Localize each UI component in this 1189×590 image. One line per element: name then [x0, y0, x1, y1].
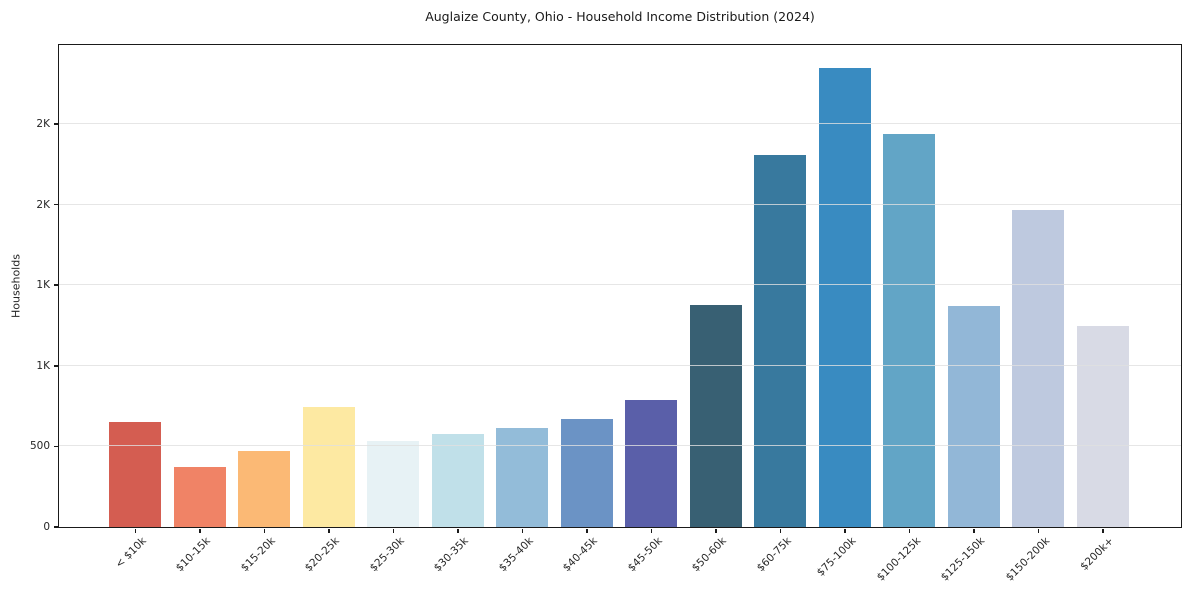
bar-slot — [748, 45, 813, 527]
x-tick-label: $15-20k — [238, 535, 278, 575]
x-tick-label: $100-125k — [874, 535, 923, 584]
bar — [818, 68, 871, 527]
x-tick-mark — [844, 529, 846, 533]
bar-slot — [877, 45, 942, 527]
bar-slot — [361, 45, 426, 527]
x-tick-label: $10-15k — [174, 535, 214, 575]
x-tick-label: $35-40k — [496, 535, 536, 575]
gridline — [59, 123, 1181, 124]
bar — [625, 400, 678, 527]
x-tick-label: $150-200k — [1003, 535, 1052, 584]
bar-slot — [1006, 45, 1071, 527]
bar — [496, 427, 549, 527]
bar — [238, 451, 291, 527]
y-tick-label: 1K — [36, 279, 50, 292]
x-tick-mark — [457, 529, 459, 533]
bar — [560, 419, 613, 527]
x-tick-label: $20-25k — [303, 535, 343, 575]
x-tick-label: $125-150k — [938, 535, 988, 584]
x-tick-mark — [779, 529, 781, 533]
plot-area — [58, 44, 1182, 528]
x-tick-label: $45-50k — [625, 535, 665, 575]
x-tick-mark — [328, 529, 330, 533]
y-tick-label: 0 — [43, 521, 50, 533]
gridline — [59, 203, 1181, 205]
bar-slot — [813, 45, 878, 527]
bar — [689, 304, 742, 527]
x-tick-label: $60-75k — [754, 535, 794, 575]
y-tick-mark — [53, 203, 58, 206]
bar — [431, 433, 484, 527]
bar — [947, 306, 1000, 527]
bar-slot — [426, 45, 491, 527]
bar-slot — [490, 45, 555, 527]
bar — [367, 440, 420, 527]
bars — [59, 45, 1181, 527]
y-tick-mark — [53, 284, 58, 286]
chart-title: Auglaize County, Ohio - Household Income… — [425, 9, 815, 24]
x-tick-mark — [715, 529, 717, 533]
bar-slot — [619, 45, 684, 527]
x-tick-label: $25-30k — [367, 535, 407, 575]
gridline — [59, 445, 1181, 447]
y-tick-label: 2K — [36, 198, 50, 211]
bar — [1076, 325, 1129, 527]
y-tick-mark — [53, 526, 58, 528]
bar-slot — [942, 45, 1007, 527]
x-tick-mark — [263, 529, 265, 533]
x-tick-label: < $10k — [113, 535, 149, 571]
x-tick-mark — [521, 529, 523, 533]
bar — [1012, 210, 1065, 527]
bar-slot — [103, 45, 168, 527]
bar — [754, 155, 807, 527]
x-tick-mark — [392, 529, 394, 533]
bar — [173, 467, 226, 527]
y-tick-mark — [53, 365, 58, 367]
bar-slot — [1071, 45, 1136, 527]
bar — [883, 133, 936, 527]
bar — [109, 422, 162, 527]
x-tick-mark — [134, 529, 136, 533]
x-tick-mark — [199, 529, 201, 533]
bar-slot — [297, 45, 362, 527]
x-tick-mark — [973, 529, 975, 533]
gridline — [59, 364, 1181, 366]
bar-slot — [555, 45, 620, 527]
y-tick-label: 2K — [36, 117, 50, 130]
x-tick-mark — [1037, 529, 1039, 533]
bar-slot — [232, 45, 297, 527]
bar-slot — [684, 45, 749, 527]
x-tick-mark — [1102, 529, 1104, 533]
x-tick-label: $50-60k — [690, 535, 730, 575]
x-tick-mark — [586, 529, 588, 533]
y-tick-label: 1K — [36, 359, 50, 372]
bar-slot — [168, 45, 233, 527]
y-tick-label: 500 — [29, 440, 50, 453]
gridline — [59, 284, 1181, 286]
x-tick-label: $30-35k — [432, 535, 472, 575]
x-tick-label: $75-100k — [814, 535, 859, 579]
x-tick-mark — [908, 529, 910, 533]
x-tick-mark — [650, 529, 652, 533]
y-tick-mark — [53, 445, 58, 448]
x-tick-label: $40-45k — [561, 535, 601, 575]
x-tick-label: $200k+ — [1078, 535, 1117, 573]
bar — [302, 406, 355, 527]
y-tick-mark — [53, 123, 58, 125]
